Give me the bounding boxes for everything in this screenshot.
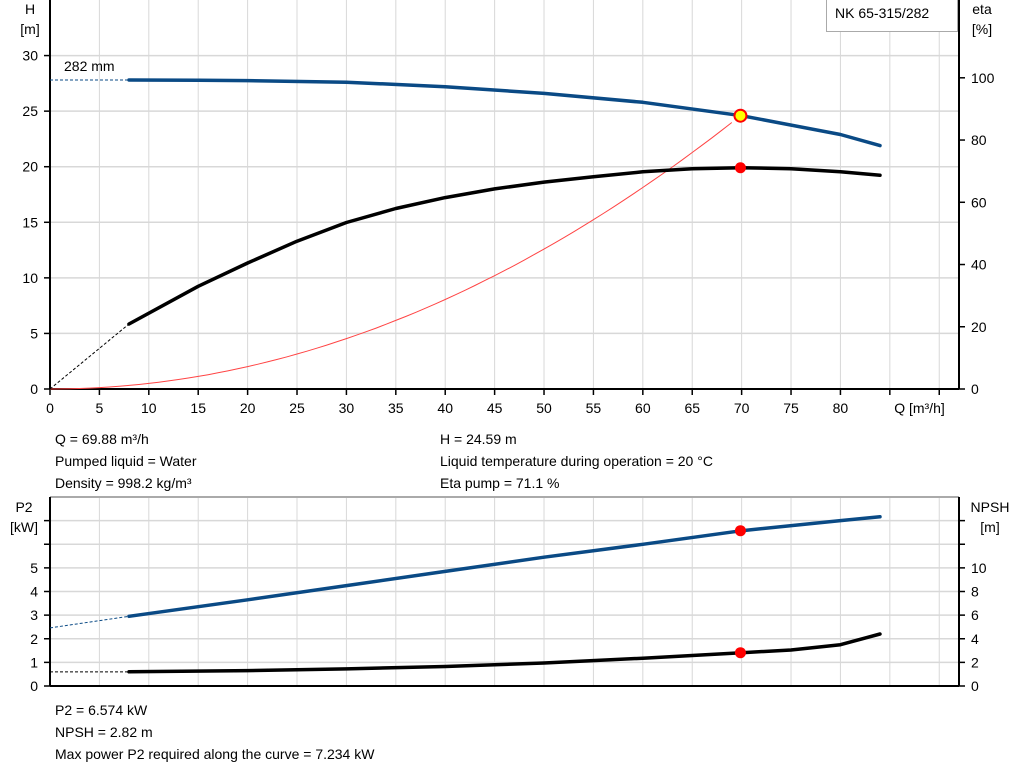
x-tick-label: 65 bbox=[684, 400, 700, 416]
npsh-curve bbox=[127, 632, 882, 674]
y-left-label: H bbox=[25, 1, 35, 17]
x-tick-label: 35 bbox=[388, 400, 404, 416]
info-eta: Eta pump = 71.1 % bbox=[440, 475, 560, 491]
info-density: Density = 998.2 kg/m³ bbox=[55, 475, 192, 491]
y-right-tick-label: 2 bbox=[971, 654, 979, 670]
y-left-tick-label: 1 bbox=[30, 654, 38, 670]
y-left-tick-label: 2 bbox=[30, 631, 38, 647]
y-right-label: eta bbox=[972, 1, 992, 17]
x-tick-label: 25 bbox=[289, 400, 305, 416]
y-right-tick-label: 6 bbox=[971, 607, 979, 623]
x-tick-label: 55 bbox=[586, 400, 602, 416]
y-right-tick-label: 40 bbox=[971, 257, 987, 273]
power-operating-point bbox=[734, 525, 746, 537]
x-tick-label: 50 bbox=[536, 400, 552, 416]
x-tick-label: 40 bbox=[437, 400, 453, 416]
y-left-tick-label: 10 bbox=[22, 270, 38, 286]
y-left-tick-label: 5 bbox=[30, 325, 38, 341]
y-right-tick-label: 60 bbox=[971, 194, 987, 210]
info-head: H = 24.59 m bbox=[440, 431, 517, 447]
power-curve-extrapolation bbox=[49, 615, 130, 629]
y-left-tick-label: 0 bbox=[30, 381, 38, 397]
y-left-tick-label: 0 bbox=[30, 678, 38, 694]
y-left-unit: [kW] bbox=[10, 519, 38, 535]
x-tick-label: 75 bbox=[783, 400, 799, 416]
y-left-label: P2 bbox=[15, 499, 32, 515]
x-tick-label: 70 bbox=[734, 400, 750, 416]
system-curve bbox=[49, 122, 733, 390]
y-right-tick-label: 10 bbox=[971, 560, 987, 576]
head-operating-point bbox=[733, 108, 748, 123]
y-right-tick-label: 0 bbox=[971, 678, 979, 694]
y-left-tick-label: 25 bbox=[22, 103, 38, 119]
info-liquid: Pumped liquid = Water bbox=[55, 453, 197, 469]
y-right-tick-label: 8 bbox=[971, 584, 979, 600]
efficiency-curve-extrapolation bbox=[49, 323, 130, 390]
x-tick-label: 10 bbox=[141, 400, 157, 416]
y-right-tick-label: 100 bbox=[971, 70, 995, 86]
x-tick-label: 5 bbox=[96, 400, 104, 416]
y-left-unit: [m] bbox=[20, 21, 39, 37]
info-temperature: Liquid temperature during operation = 20… bbox=[440, 453, 713, 469]
y-right-tick-label: 80 bbox=[971, 132, 987, 148]
power-curve bbox=[127, 515, 882, 619]
y-left-tick-label: 30 bbox=[22, 48, 38, 64]
y-right-label: NPSH bbox=[971, 499, 1010, 515]
y-left-tick-label: 4 bbox=[30, 584, 38, 600]
head-curve bbox=[127, 78, 882, 148]
pump-model-label: NK 65-315/282 bbox=[826, 0, 958, 32]
x-tick-label: 0 bbox=[46, 400, 54, 416]
y-left-tick-label: 3 bbox=[30, 607, 38, 623]
info-p2: P2 = 6.574 kW bbox=[55, 702, 148, 718]
impeller-diameter-label: 282 mm bbox=[64, 58, 115, 74]
efficiency-operating-point bbox=[734, 162, 746, 174]
npsh-operating-point bbox=[734, 647, 746, 659]
y-right-tick-label: 4 bbox=[971, 631, 979, 647]
x-tick-label: 20 bbox=[240, 400, 256, 416]
y-left-tick-label: 15 bbox=[22, 214, 38, 230]
x-tick-label: 80 bbox=[833, 400, 849, 416]
y-right-unit: [m] bbox=[980, 519, 999, 535]
efficiency-curve bbox=[127, 165, 882, 326]
y-right-tick-label: 0 bbox=[971, 381, 979, 397]
x-tick-label: 15 bbox=[190, 400, 206, 416]
info-flow: Q = 69.88 m³/h bbox=[55, 431, 149, 447]
x-tick-label: 30 bbox=[339, 400, 355, 416]
x-tick-label: 60 bbox=[635, 400, 651, 416]
y-right-unit: [%] bbox=[972, 21, 992, 37]
x-axis-label: Q [m³/h] bbox=[894, 400, 945, 416]
info-max-power: Max power P2 required along the curve = … bbox=[55, 746, 375, 762]
y-left-tick-label: 5 bbox=[30, 560, 38, 576]
info-npsh: NPSH = 2.82 m bbox=[55, 724, 153, 740]
y-left-tick-label: 20 bbox=[22, 159, 38, 175]
x-tick-label: 45 bbox=[487, 400, 503, 416]
y-right-tick-label: 20 bbox=[971, 319, 987, 335]
